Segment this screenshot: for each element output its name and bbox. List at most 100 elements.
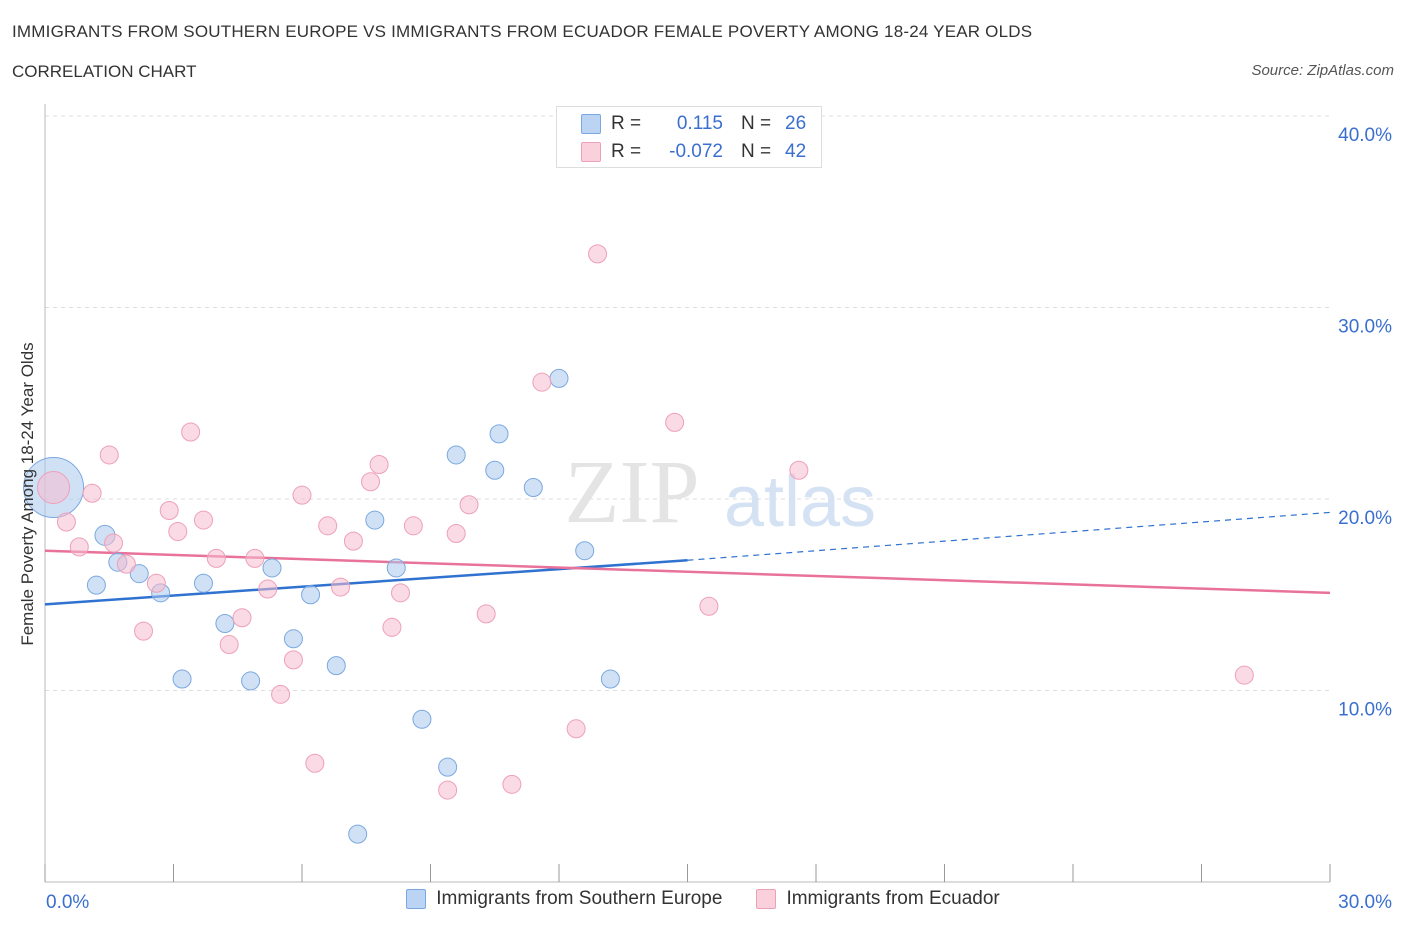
y-axis-label: Female Poverty Among 18-24 Year Olds [18, 342, 37, 646]
stats-r-value: 0.115 [676, 113, 723, 134]
pink-data-point [56, 512, 76, 532]
watermark: ZIP atlas [565, 443, 877, 542]
pink-data-point [232, 608, 252, 628]
pink-data-point [219, 635, 239, 655]
pink-data-point [134, 621, 154, 641]
chart-subtitle: CORRELATION CHART [12, 62, 197, 81]
pink-data-point [159, 500, 179, 520]
pink-data-point [502, 774, 522, 794]
blue-data-point [412, 709, 432, 729]
pink-data-point [566, 719, 586, 739]
blue-data-point [172, 669, 192, 689]
pink-data-point [305, 753, 325, 773]
pink-data-point [168, 522, 188, 542]
legend-label-pink: Immigrants from Ecuador [786, 888, 1000, 909]
blue-data-point [489, 424, 509, 444]
stats-r-label: R = [611, 141, 642, 162]
stats-n-value: 26 [785, 113, 807, 134]
pink-data-point [331, 577, 351, 597]
pink-data-point [99, 445, 119, 465]
pink-data-point [206, 548, 226, 568]
pink-data-point [459, 495, 479, 515]
x-tick-label-max: 30.0% [1338, 892, 1392, 913]
pink-data-point [181, 422, 201, 442]
tick-labels: 10.0% 20.0% 30.0% 40.0% 0.0% 30.0% [46, 125, 1392, 913]
legend-swatch-blue [406, 889, 427, 909]
pink-data-point [789, 460, 809, 480]
pink-data-point [382, 617, 402, 637]
chart-title: IMMIGRANTS FROM SOUTHERN EUROPE VS IMMIG… [12, 22, 1033, 41]
stats-swatch-blue [581, 114, 601, 134]
pink-data-point [369, 455, 389, 475]
pink-data-point [318, 516, 338, 536]
blue-data-point [86, 575, 106, 595]
data-points [23, 244, 1254, 844]
legend-item-ecuador[interactable]: Immigrants from Ecuador [756, 888, 1000, 910]
watermark-zip: ZIP [565, 443, 700, 542]
pink-data-point [245, 548, 265, 568]
pink-data-point [193, 510, 213, 530]
y-tick-label: 20.0% [1338, 508, 1392, 529]
pink-data-point [1234, 665, 1254, 685]
blue-data-point [326, 656, 346, 676]
pink-data-point [438, 780, 458, 800]
pink-trend-line [44, 549, 1331, 595]
pink-data-point [37, 471, 71, 505]
stats-row-pink: R = -0.072 N = 42 [581, 141, 806, 163]
pink-data-point [403, 516, 423, 536]
x-tick-label-min: 0.0% [46, 892, 89, 913]
legend: Immigrants from Southern Europe Immigran… [0, 888, 1406, 910]
legend-item-southern-europe[interactable]: Immigrants from Southern Europe [406, 888, 722, 910]
stats-n-value: 42 [785, 141, 807, 162]
stats-box: R = 0.115 N = 26 R = -0.072 N = 42 [556, 106, 822, 168]
blue-data-point [575, 541, 595, 561]
pink-data-point [146, 573, 166, 593]
blue-data-point [600, 669, 620, 689]
legend-swatch-pink [756, 889, 777, 909]
grid-lines [45, 115, 1330, 691]
blue-data-point [215, 613, 235, 633]
stats-n-label: N = [741, 113, 772, 134]
blue-data-point [348, 824, 368, 844]
pink-data-point [532, 372, 552, 392]
pink-data-point [446, 523, 466, 543]
pink-data-point [391, 583, 411, 603]
stats-row-blue: R = 0.115 N = 26 [581, 113, 806, 135]
y-tick-label: 30.0% [1338, 317, 1392, 338]
blue-data-point [446, 445, 466, 465]
legend-label-blue: Immigrants from Southern Europe [436, 888, 723, 909]
pink-data-point [476, 604, 496, 624]
stats-n-label: N = [741, 141, 772, 162]
pink-data-point [699, 596, 719, 616]
pink-data-point [258, 579, 278, 599]
blue-data-point [523, 478, 543, 498]
pink-data-point [116, 554, 136, 574]
blue-data-point [262, 558, 282, 578]
pink-data-point [104, 533, 124, 553]
blue-data-point [386, 558, 406, 578]
stats-r-label: R = [611, 113, 642, 134]
pink-data-point [588, 244, 608, 264]
blue-data-point [549, 368, 569, 388]
blue-data-point [241, 671, 261, 691]
source-credit: Source: ZipAtlas.com [1251, 62, 1394, 79]
pink-data-point [292, 485, 312, 505]
pink-data-point [361, 472, 381, 492]
blue-data-point [365, 510, 385, 530]
y-tick-label: 40.0% [1338, 125, 1392, 146]
blue-data-point [301, 585, 321, 605]
pink-data-point [271, 684, 291, 704]
blue-data-point [283, 629, 303, 649]
blue-data-point [438, 757, 458, 777]
blue-data-point [485, 460, 505, 480]
blue-data-point [193, 573, 213, 593]
pink-data-point [665, 412, 685, 432]
pink-data-point [82, 483, 102, 503]
stats-r-value: -0.072 [669, 141, 723, 162]
blue-data-point [129, 564, 149, 584]
pink-data-point [283, 650, 303, 670]
y-tick-label: 10.0% [1338, 700, 1392, 721]
stats-swatch-pink [581, 142, 601, 162]
pink-data-point [343, 531, 363, 551]
